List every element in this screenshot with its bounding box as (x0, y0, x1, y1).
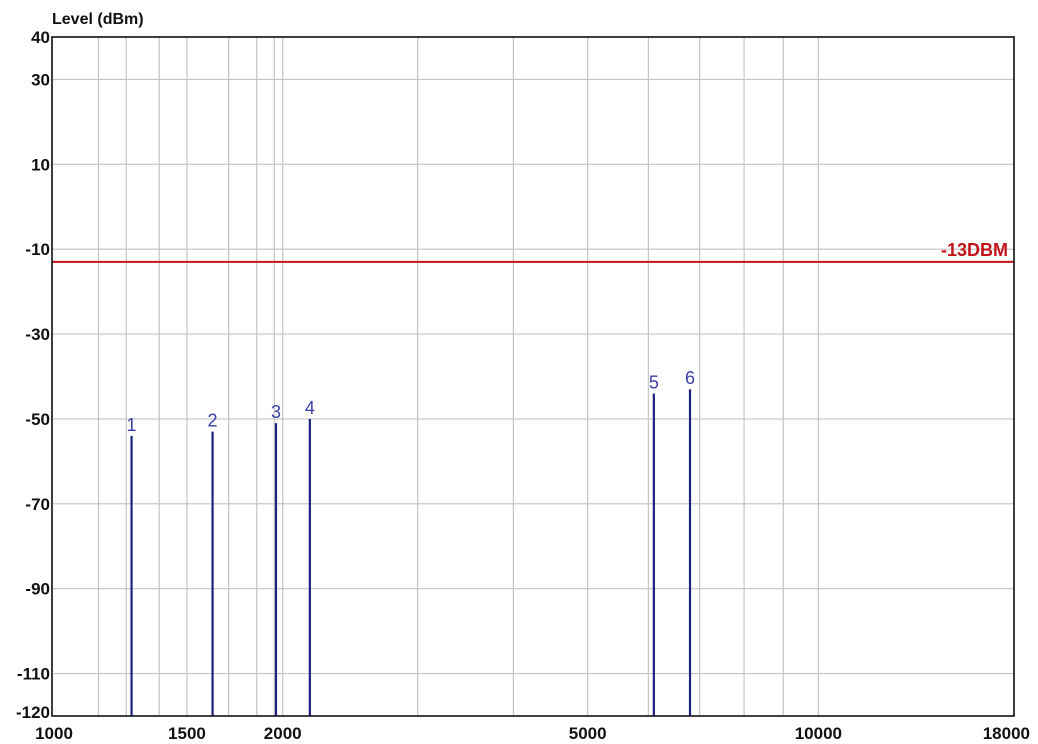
y-tick-label: -10 (25, 240, 50, 259)
plot-frame-group (51, 36, 1015, 717)
y-tick-label: -50 (25, 410, 50, 429)
marker-bars: 1 2 3 4 5 6 (127, 368, 695, 716)
marker-label-1: 1 (127, 415, 137, 435)
marker-label-5: 5 (649, 372, 659, 392)
y-tick-label: 40 (31, 28, 50, 47)
y-tick-label: -30 (25, 325, 50, 344)
limit-line-group: -13DBM (52, 240, 1014, 263)
marker-label-6: 6 (685, 368, 695, 388)
y-axis-label: Level (dBm) (52, 11, 144, 28)
y-tick-label: -110 (17, 665, 50, 684)
y-tick-label: 30 (31, 70, 50, 89)
x-tick-label: 1500 (168, 724, 206, 743)
x-tick-label: 10000 (795, 724, 842, 743)
y-tick-label: -90 (25, 580, 50, 599)
x-tick-label: 1000 (35, 724, 73, 743)
x-axis-ticks: 1000 1500 2000 5000 10000 18000 (35, 724, 1030, 743)
x-tick-label: 18000 (983, 724, 1030, 743)
marker-label-4: 4 (305, 398, 315, 418)
marker-label-3: 3 (271, 402, 281, 422)
y-axis-ticks: 40 30 10 -10 -30 -50 -70 -90 -110 -120 (16, 28, 50, 722)
grid-lines (51, 36, 1015, 716)
limit-line-label: -13DBM (941, 240, 1008, 260)
y-tick-label: -120 (16, 703, 50, 722)
y-tick-label: -70 (25, 495, 50, 514)
plot-frame (51, 36, 1015, 717)
y-tick-label: 10 (31, 155, 50, 174)
x-tick-label: 5000 (569, 724, 607, 743)
marker-label-2: 2 (208, 411, 218, 431)
x-tick-label: 2000 (264, 724, 302, 743)
